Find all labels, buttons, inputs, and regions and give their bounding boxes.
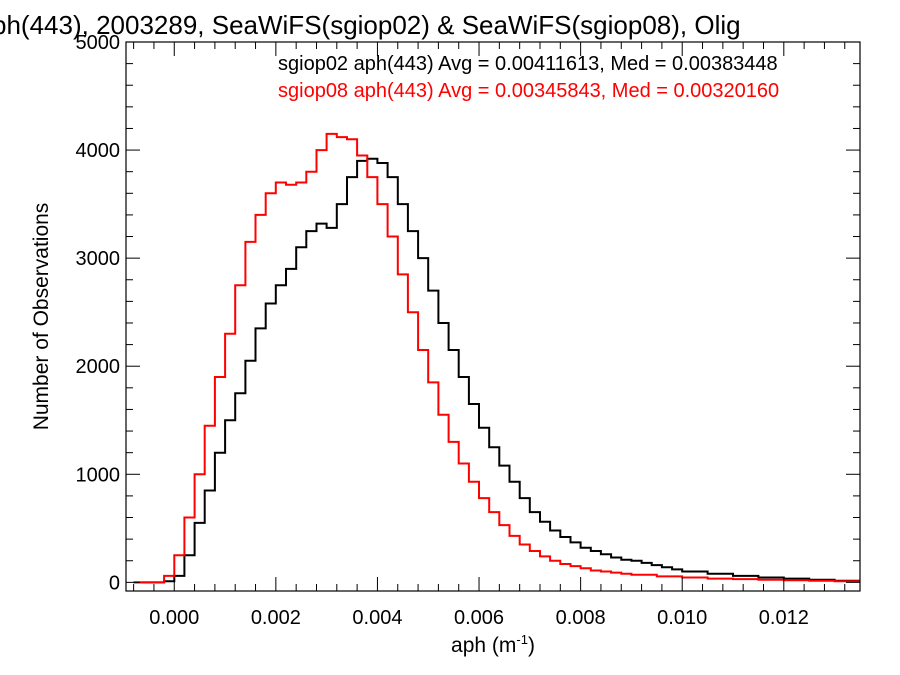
x-tick-label: 0.004 (352, 607, 402, 629)
y-tick-label: 1000 (76, 464, 121, 486)
x-axis-label-close: ) (528, 634, 535, 657)
x-tick-label: 0.010 (657, 607, 707, 629)
y-tick-label: 0 (109, 572, 120, 594)
y-tick-label: 4000 (76, 140, 121, 162)
x-tick-label: 0.002 (251, 607, 301, 629)
y-tick-label: 2000 (76, 356, 121, 378)
y-axis-label-group: Number of Observations (30, 203, 53, 431)
plot-frame (125, 41, 861, 592)
series-line-1 (133, 157, 860, 584)
x-tick-label: 0.012 (759, 607, 809, 629)
x-tick-label: 0.006 (454, 607, 504, 629)
x-axis-label-superscript: -1 (516, 632, 528, 647)
y-axis-label: Number of Observations (30, 203, 53, 431)
x-axis-label: aph (m-1) (451, 632, 535, 657)
legend-entry-1: sgiop02 aph(443) Avg = 0.00411613, Med =… (278, 53, 778, 75)
legend-entry-2: sgiop08 aph(443) Avg = 0.00345843, Med =… (278, 80, 779, 102)
x-tick-label: 0.008 (556, 607, 606, 629)
series-layer (133, 132, 860, 584)
legend: sgiop02 aph(443) Avg = 0.00411613, Med =… (278, 53, 779, 102)
series-line-2 (133, 132, 860, 584)
y-tick-label: 5000 (76, 32, 121, 54)
y-tick-label: 3000 (76, 248, 121, 270)
x-tick-label: 0.000 (149, 607, 199, 629)
chart-title: ph(443), 2003289, SeaWiFS(sgiop02) & Sea… (0, 10, 741, 40)
axes-layer: 0.000 0.002 0.004 0.006 0.008 0.010 0.012 0 1000… (76, 32, 861, 629)
x-axis-label-text: aph (m (451, 634, 516, 657)
